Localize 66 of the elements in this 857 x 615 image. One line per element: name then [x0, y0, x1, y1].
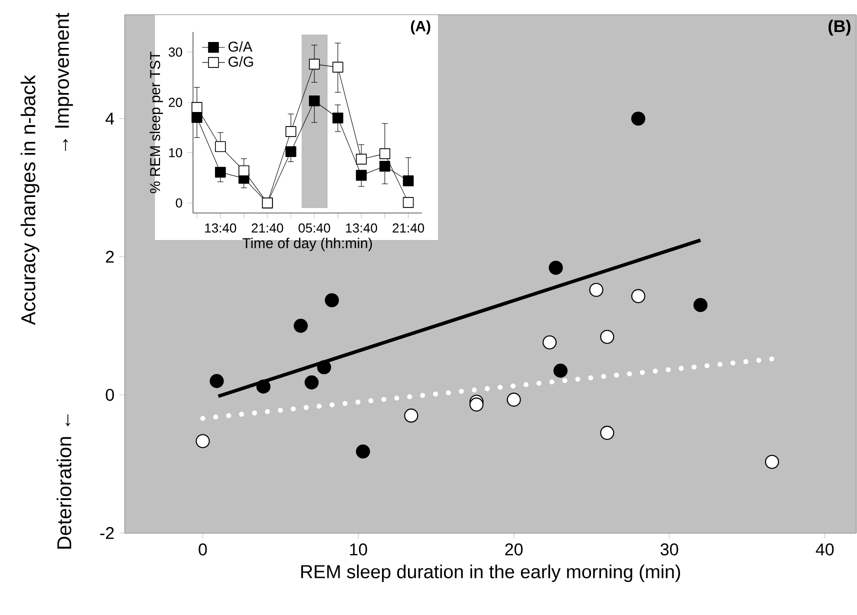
- annotation: (A): [410, 20, 430, 34]
- y-axis-title: Accuracy changes in n-back: [20, 74, 40, 326]
- point: [379, 148, 390, 160]
- y-tick-label: -2: [100, 527, 114, 539]
- point: [589, 282, 604, 297]
- point: [324, 293, 339, 308]
- x-tick-label: 20: [505, 543, 523, 556]
- point: [317, 360, 332, 374]
- point: [308, 58, 320, 70]
- point: [192, 112, 202, 123]
- point: [308, 95, 320, 106]
- x-tick-label: 13:40: [205, 223, 236, 233]
- point: [553, 364, 568, 378]
- y-tick-label: 0: [106, 388, 114, 401]
- point: [600, 426, 614, 440]
- point: [600, 330, 614, 344]
- legend-label: G/G: [228, 56, 253, 67]
- x-axis-title: REM sleep duration in the early morning (min): [301, 564, 680, 582]
- point: [210, 374, 224, 388]
- x-tick-label: 21:40: [252, 223, 284, 233]
- point: [285, 126, 296, 137]
- point: [542, 335, 557, 350]
- text: Deterioration ←: [56, 414, 72, 549]
- point: [196, 434, 210, 448]
- point: [693, 298, 708, 312]
- point: [548, 260, 563, 275]
- point: [304, 375, 319, 390]
- text: → Improvement: [55, 12, 73, 151]
- point: [631, 112, 646, 126]
- point: [404, 408, 418, 423]
- point: [332, 112, 344, 124]
- point: [379, 160, 390, 172]
- point: [238, 165, 250, 176]
- point: [764, 454, 780, 469]
- y-tick-label: 20: [168, 98, 182, 107]
- y-tick-label: 10: [169, 148, 182, 158]
- point: [469, 397, 484, 412]
- y-tick-label: 30: [168, 48, 182, 57]
- point: [192, 102, 202, 113]
- point: [506, 392, 521, 407]
- x-tick-label: 05:40: [298, 223, 330, 233]
- x-tick-label: 10: [350, 543, 368, 556]
- point: [356, 170, 367, 181]
- x-tick-label: 0: [198, 543, 207, 556]
- x-tick-label: 30: [660, 543, 678, 556]
- point: [256, 380, 270, 394]
- point: [285, 146, 296, 158]
- point: [631, 289, 646, 304]
- legend-label: G/A: [228, 41, 252, 52]
- y-tick-label: 4: [106, 112, 114, 124]
- point: [356, 444, 370, 459]
- point: [332, 62, 344, 73]
- x-axis-title: Time of day (hh:min): [242, 238, 372, 252]
- y-tick-label: 0: [176, 198, 182, 208]
- y-tick-label: 2: [106, 250, 114, 263]
- y-axis-title: % REM sleep per TST: [150, 52, 163, 194]
- annotation: (B): [828, 20, 850, 36]
- x-tick-label: 13:40: [346, 223, 378, 233]
- x-tick-label: 40: [816, 543, 834, 556]
- point: [215, 141, 226, 152]
- point: [402, 197, 414, 208]
- point: [294, 318, 308, 333]
- x-tick-label: 21:40: [392, 223, 424, 233]
- point: [356, 154, 367, 165]
- point: [402, 175, 414, 186]
- point: [215, 166, 226, 178]
